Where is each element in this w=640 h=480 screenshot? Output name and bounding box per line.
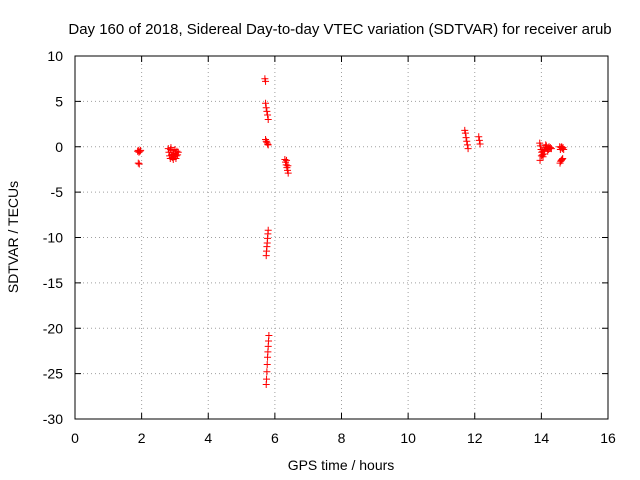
data-point-marker bbox=[536, 142, 544, 150]
data-point-marker bbox=[462, 134, 470, 142]
data-point-marker bbox=[559, 155, 567, 163]
y-tick-labels: -30 -25 -20 -15 -10 -5 0 5 10 bbox=[43, 48, 63, 427]
data-point-marker bbox=[559, 144, 567, 152]
data-point-marker bbox=[264, 116, 272, 124]
data-point-marker bbox=[262, 77, 270, 85]
data-point-marker bbox=[264, 140, 272, 148]
y-tick-label: -10 bbox=[43, 230, 63, 246]
y-tick-label: -20 bbox=[43, 320, 63, 336]
x-tick-label: 4 bbox=[204, 430, 212, 446]
x-axis-label: GPS time / hours bbox=[288, 457, 395, 473]
y-axis-label: SDTVAR / TECUs bbox=[5, 181, 21, 293]
plot-frame bbox=[74, 55, 609, 420]
data-point-marker bbox=[476, 140, 484, 148]
data-point-marker bbox=[536, 156, 544, 164]
data-point-marker bbox=[136, 147, 144, 155]
data-point-marker bbox=[542, 141, 550, 149]
y-tick-label: -15 bbox=[43, 275, 63, 291]
data-point-marker bbox=[557, 156, 565, 164]
data-point-marker bbox=[174, 148, 182, 156]
data-point-marker bbox=[284, 162, 292, 170]
data-point-marker bbox=[558, 145, 566, 153]
x-tick-label: 8 bbox=[338, 430, 346, 446]
data-point-marker bbox=[537, 152, 545, 160]
data-point-marker bbox=[167, 145, 175, 153]
data-point-marker bbox=[464, 145, 472, 153]
grid bbox=[75, 56, 608, 419]
data-point-marker bbox=[463, 137, 471, 145]
y-tick-label: 0 bbox=[55, 139, 63, 155]
data-point-marker bbox=[539, 147, 547, 155]
x-tick-labels: 0 2 4 6 8 10 12 14 16 bbox=[71, 430, 616, 446]
data-point-marker bbox=[558, 155, 566, 163]
data-point-marker bbox=[264, 353, 272, 361]
data-point-marker bbox=[262, 381, 270, 389]
chart-title: Day 160 of 2018, Sidereal Day-to-day VTE… bbox=[68, 21, 611, 38]
y-tick-label: 10 bbox=[47, 48, 63, 64]
x-tick-label: 12 bbox=[467, 430, 483, 446]
data-point-marker bbox=[475, 133, 483, 141]
y-tick-label: 5 bbox=[55, 93, 63, 109]
data-point-marker bbox=[463, 141, 471, 149]
data-point-marker bbox=[173, 147, 181, 155]
data-point-marker bbox=[547, 145, 555, 153]
data-point-marker bbox=[263, 107, 271, 115]
data-point-marker bbox=[134, 159, 142, 167]
x-tick-label: 14 bbox=[534, 430, 550, 446]
x-tick-label: 10 bbox=[400, 430, 416, 446]
y-tick-label: -5 bbox=[51, 184, 64, 200]
x-tick-label: 2 bbox=[138, 430, 146, 446]
data-point-marker bbox=[264, 111, 272, 119]
data-point-marker bbox=[546, 144, 554, 152]
x-tick-label: 16 bbox=[600, 430, 616, 446]
data-point-marker bbox=[172, 155, 180, 163]
data-point-marker bbox=[262, 99, 270, 107]
data-point-marker bbox=[262, 252, 270, 260]
data-point-marker bbox=[475, 136, 483, 144]
data-series-sdtvar bbox=[134, 75, 568, 389]
x-tick-label: 0 bbox=[71, 430, 79, 446]
data-point-marker bbox=[137, 146, 145, 154]
data-point-marker bbox=[560, 145, 568, 153]
data-point-marker bbox=[263, 368, 271, 376]
data-point-marker bbox=[135, 160, 143, 168]
x-tick-label: 6 bbox=[271, 430, 279, 446]
data-point-marker bbox=[461, 129, 469, 137]
data-point-marker bbox=[284, 169, 292, 177]
data-point-marker bbox=[135, 148, 143, 156]
y-tick-label: -30 bbox=[43, 411, 63, 427]
y-tick-label: -25 bbox=[43, 366, 63, 382]
data-point-marker bbox=[283, 156, 291, 164]
data-point-marker bbox=[262, 104, 270, 112]
data-point-marker bbox=[263, 361, 271, 369]
data-point-marker bbox=[264, 141, 272, 149]
